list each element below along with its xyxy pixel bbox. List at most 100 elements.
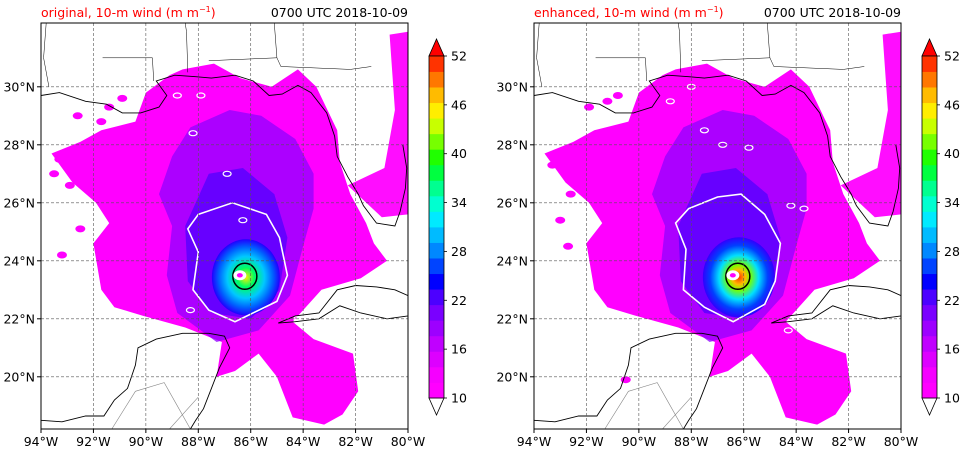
y-tick-label: 26°N [496,195,528,210]
contour-white-blob [185,307,196,314]
colorbar-original: 10 16 22 28 34 40 46 52 [428,38,467,416]
contour-white-blob [222,170,232,177]
colorbar-segment [429,242,444,259]
x-tick-label: 86°W [726,434,761,449]
gridlines [41,23,408,429]
contour-white-blob [699,127,709,134]
colorbar-segment [429,180,444,197]
wind-speckle [75,225,86,233]
y-axis-ticks: 30°N 28°N 26°N 24°N 22°N 20°N [496,79,534,384]
y-tick-label: 22°N [3,311,35,326]
wind-speckle [602,97,613,105]
colorbar-segment [429,118,444,135]
colorbar-segment [429,71,444,88]
x-tick-label: 94°W [517,434,552,449]
colorbar-segment [922,351,937,368]
wind-speckle [104,103,115,111]
colorbar-segment [922,71,937,88]
wind-speckle [72,112,83,120]
colorbar-tick-label: 10 [451,391,467,406]
contour-white-blob [172,92,182,99]
x-tick-label: 84°W [286,434,321,449]
colorbar-tick-label: 16 [944,342,960,357]
coastline-yucatan [534,332,724,429]
panel-title-left: original, 10-m wind (m m−1) [41,5,216,20]
colorbar-extend-max [428,38,445,57]
contour-white-blob [188,130,198,137]
colorbar-frame [921,55,938,399]
colorbar-segment [429,227,444,243]
contour-white-blob [665,98,675,105]
panel-title-right: 0700 UTC 2018-10-09 [764,5,901,20]
colorbar-segment [922,273,937,290]
colorbar-tick-label: 52 [451,49,467,64]
map-frame [533,22,902,430]
contour-white [674,193,782,323]
state-boundary [677,23,682,73]
x-tick-label: 82°W [831,434,866,449]
colorbar-segment [922,242,937,259]
colorbar-segment [429,320,444,337]
colorbar-tick-label: 22 [944,293,960,308]
x-tick-label: 90°W [622,434,657,449]
wind-speckle [64,181,75,189]
country-boundary [662,396,692,429]
x-tick-label: 84°W [779,434,814,449]
contour-white-blob [786,202,796,209]
y-tick-label: 28°N [3,137,35,152]
colorbar-segment [429,149,444,166]
colorbar-tick-label: 16 [451,342,467,357]
country-boundary [604,382,684,429]
country-boundary [111,382,191,429]
panel-title-right: 0700 UTC 2018-10-09 [271,5,408,20]
wind-speckle [54,155,65,163]
state-boundary [43,23,50,87]
colorbar-segment [922,149,937,166]
map-panel-original: original, 10-m wind (m m−1) 0700 UTC 201… [3,5,425,449]
colorbar-segment [922,102,937,119]
wind-speckle [547,161,558,169]
colorbar-enhanced: 10 16 22 28 34 40 46 52 [921,38,960,416]
colorbar-segment [429,273,444,290]
y-tick-label: 20°N [496,369,528,384]
wind-speckle [56,251,67,259]
storm-core [702,237,775,318]
contour-white-blob [744,144,754,151]
y-tick-label: 24°N [496,253,528,268]
colorbar-tick-label: 34 [944,195,960,210]
wind-speckle [96,118,107,126]
wind-field-atlantic [840,31,901,218]
wind-speckle [164,94,175,102]
colorbar-extend-max [921,38,938,57]
state-boundary [184,23,189,73]
coastline-cuba [771,285,901,324]
colorbar-segment [922,289,937,306]
x-tick-label: 88°W [181,434,216,449]
contour-white-blob [783,327,793,334]
x-axis-ticks: 94°W 92°W 90°W 88°W 86°W 84°W 82°W 80°W [24,429,426,449]
colorbar-segment [429,195,444,212]
x-tick-label: 80°W [391,434,426,449]
colorbar-segment [922,133,937,150]
colorbar-segment [922,366,937,383]
wind-speckle [563,242,574,250]
coastline-yucatan [41,332,231,429]
y-tick-label: 24°N [3,253,35,268]
coastline-us [534,74,901,227]
colorbar-tick-label: 52 [944,49,960,64]
y-axis-ticks: 30°N 28°N 26°N 24°N 22°N 20°N [3,79,41,384]
state-boundary [536,23,543,87]
colorbar-segment [922,320,937,337]
colorbar-segment [429,304,444,321]
x-tick-label: 94°W [24,434,59,449]
colorbar-segment [429,258,444,275]
x-tick-label: 86°W [233,434,268,449]
colorbar-segment [922,118,937,135]
colorbar-tick-label: 28 [451,244,467,259]
state-boundary [102,57,154,82]
colorbar-segment [429,211,444,228]
colorbar-segment [429,102,444,119]
colorbar-segment [922,56,937,72]
wind-speckle [117,94,128,102]
